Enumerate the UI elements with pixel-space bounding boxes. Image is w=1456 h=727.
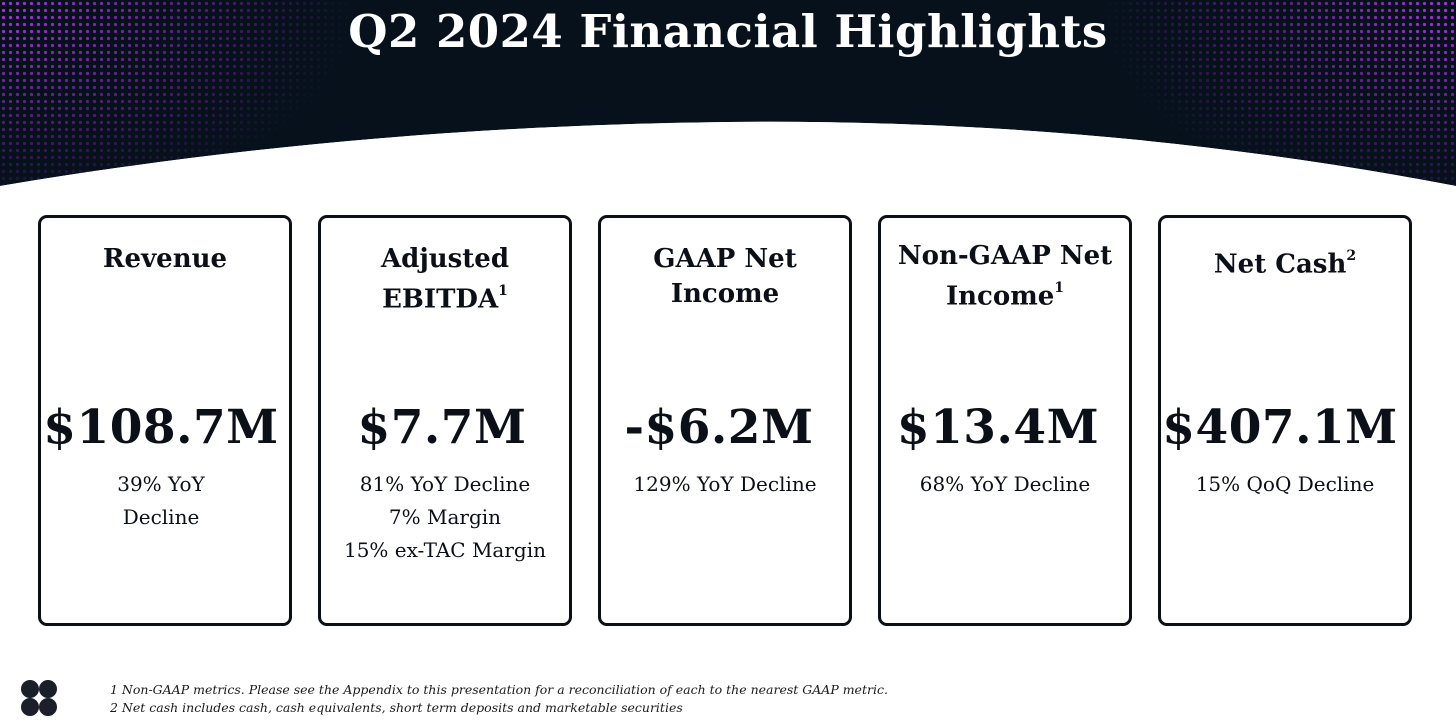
card-note: 68% YoY Decline xyxy=(919,472,1091,496)
card-heading: GAAP Net Income xyxy=(601,242,849,312)
header-background xyxy=(0,0,1456,200)
card-notes: 68% YoY Decline xyxy=(881,468,1129,501)
card-heading-line: Income xyxy=(945,281,1055,312)
card-heading-line: Income xyxy=(670,279,780,309)
footnote-marker: 1 xyxy=(1054,280,1065,296)
metric-card-net-cash: Net Cash2 $407.1M 15% QoQ Decline xyxy=(1158,215,1412,626)
card-heading-line: EBITDA xyxy=(382,284,499,315)
card-heading-line: Non-GAAP Net xyxy=(897,241,1113,271)
card-heading: Revenue xyxy=(41,242,289,277)
card-notes: 129% YoY Decline xyxy=(601,468,849,501)
card-notes: 81% YoY Decline 7% Margin 15% ex-TAC Mar… xyxy=(321,468,569,567)
card-value: $7.7M xyxy=(357,400,527,455)
slide-title: Q2 2024 Financial Highlights xyxy=(348,5,1108,58)
metric-card-revenue: Revenue $108.7M 39% YoY Decline xyxy=(38,215,292,626)
footnotes: 1 Non-GAAP metrics. Please see the Appen… xyxy=(110,681,888,716)
footnote-marker: 2 xyxy=(1346,248,1357,264)
footnote-marker: 1 xyxy=(498,283,508,299)
footnote-1: 1 Non-GAAP metrics. Please see the Appen… xyxy=(110,682,888,697)
card-heading-line: GAAP Net xyxy=(653,244,797,274)
metric-card-gaap-net-income: GAAP Net Income -$6.2M 129% YoY Decline xyxy=(598,215,852,626)
card-note: 15% QoQ Decline xyxy=(1195,472,1375,496)
footnote-2: 2 Net cash includes cash, cash equivalen… xyxy=(110,699,683,715)
card-notes: 15% QoQ Decline xyxy=(1161,468,1409,501)
card-heading: Non-GAAP Net Income1 xyxy=(881,239,1129,315)
metric-card-non-gaap-net-income: Non-GAAP Net Income1 $13.4M 68% YoY Decl… xyxy=(878,215,1132,626)
card-value: $13.4M xyxy=(896,400,1100,455)
card-heading: Adjusted EBITDA1 xyxy=(321,242,569,318)
card-note: 129% YoY Decline xyxy=(633,472,817,496)
metric-card-adjusted-ebitda: Adjusted EBITDA1 $7.7M 81% YoY Decline 7… xyxy=(318,215,572,626)
card-notes: 39% YoY Decline xyxy=(37,468,285,534)
card-heading: Net Cash2 xyxy=(1161,242,1409,283)
card-heading-line: Net Cash xyxy=(1213,249,1347,280)
card-value: -$6.2M xyxy=(624,400,814,455)
card-note: 15% ex-TAC Margin xyxy=(343,538,546,562)
card-heading-line: Revenue xyxy=(102,244,228,274)
card-note: 39% YoY xyxy=(117,472,205,496)
card-value: $108.7M xyxy=(43,400,279,455)
card-note: 81% YoY Decline xyxy=(359,472,531,496)
card-note: 7% Margin xyxy=(388,505,502,529)
card-value: $407.1M xyxy=(1162,400,1398,455)
four-circle-logo-icon xyxy=(21,680,57,716)
card-note: Decline xyxy=(122,505,200,529)
card-heading-line: Adjusted xyxy=(380,244,510,274)
